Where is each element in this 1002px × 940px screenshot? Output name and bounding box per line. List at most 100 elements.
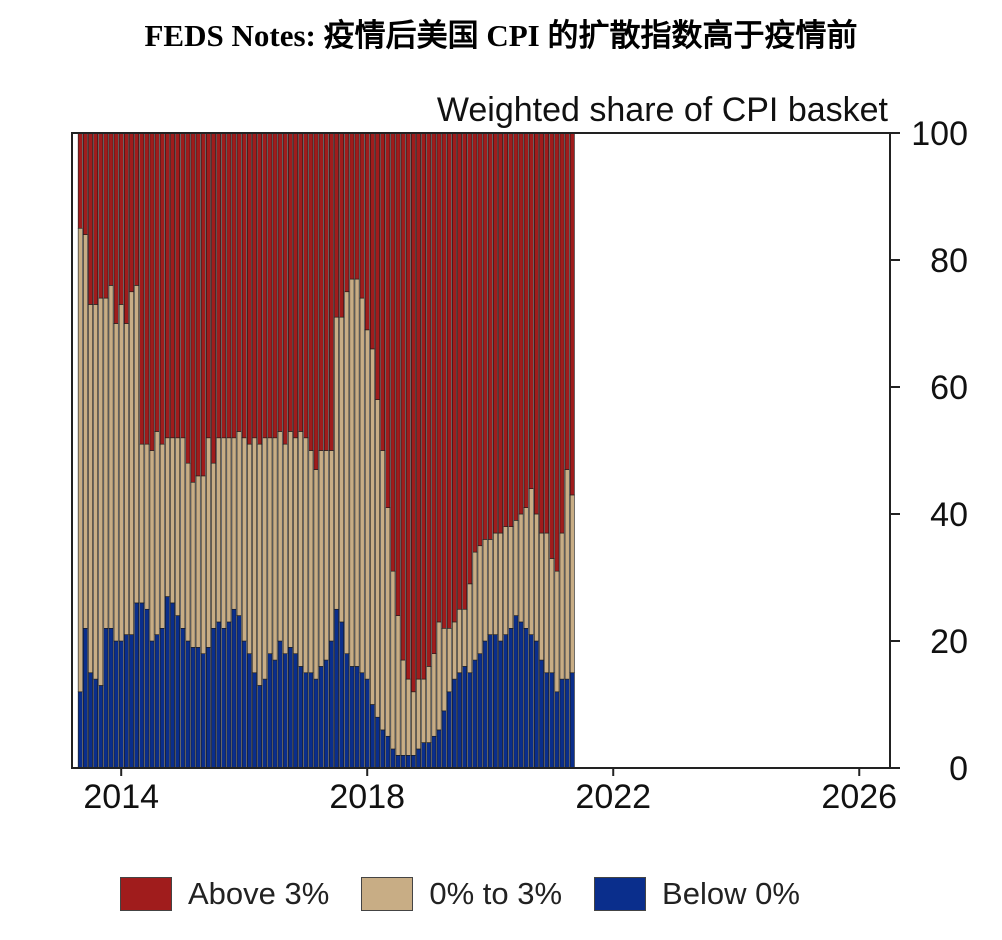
bar-above (170, 132, 175, 439)
bar-mid (328, 450, 334, 642)
bar-mid (436, 621, 442, 731)
bar-mid (518, 513, 524, 623)
bar-below (498, 640, 503, 769)
bar-mid (123, 323, 129, 635)
bar-above (513, 132, 519, 521)
bar-mid (190, 481, 196, 648)
bar-mid (318, 450, 324, 667)
bar-mid (252, 437, 257, 674)
bar-below (144, 608, 150, 769)
bar-above (98, 132, 104, 299)
bar-above (246, 132, 252, 445)
bar-above (159, 132, 165, 445)
bar-mid (226, 437, 232, 623)
bar-above (390, 132, 396, 572)
bar-mid (421, 678, 427, 743)
bar-below (98, 685, 104, 769)
bar-mid (103, 297, 109, 629)
bar-below (282, 653, 288, 769)
bar-mid (303, 437, 309, 674)
bar-below (134, 602, 140, 769)
bar-below (205, 647, 211, 769)
bar-mid (498, 532, 503, 642)
bar-mid (405, 678, 411, 756)
bar-mid (216, 437, 222, 623)
bar-above (252, 132, 257, 439)
bar-below (385, 735, 391, 769)
bar-below (257, 685, 263, 769)
bar-above (549, 132, 555, 559)
bar-mid (88, 304, 93, 674)
bar-mid (477, 545, 483, 654)
bar-above (569, 132, 575, 496)
bar-above (405, 132, 411, 680)
bar-mid (175, 437, 181, 616)
bar-below (236, 615, 242, 769)
bar-mid (416, 678, 421, 750)
bar-below (539, 659, 544, 769)
legend-item-below: Below 0% (594, 876, 800, 912)
bar-below (211, 627, 216, 769)
bar-below (400, 754, 406, 769)
bar-mid (313, 469, 319, 680)
bar-mid (426, 666, 432, 743)
bar-below (164, 596, 170, 769)
bar-above (457, 132, 462, 610)
bar-mid (139, 443, 145, 604)
bar-below (390, 748, 396, 769)
bar-above (380, 132, 386, 451)
bar-above (395, 132, 401, 616)
legend-swatch-mid (361, 877, 414, 911)
bar-above (313, 132, 319, 470)
bar-above (139, 132, 145, 445)
bar-mid (298, 431, 304, 667)
bar-mid (282, 443, 288, 654)
bar-mid (492, 532, 498, 635)
bar-mid (149, 450, 155, 642)
bar-above (93, 132, 99, 305)
bar-above (349, 132, 355, 280)
bar-mid (77, 227, 83, 693)
bar-below (369, 704, 375, 769)
bar-above (118, 132, 124, 305)
bar-above (462, 132, 468, 610)
bar-below (262, 678, 268, 769)
bar-below (482, 640, 488, 769)
plot-frame (71, 132, 891, 769)
bar-below (457, 672, 462, 769)
legend-swatch-below (594, 877, 647, 911)
bar-below (523, 627, 529, 769)
bar-below (323, 659, 329, 769)
bar-mid (564, 469, 570, 680)
bar-below (441, 710, 447, 769)
bar-above (533, 132, 539, 515)
bar-mid (354, 278, 360, 667)
bar-mid (262, 437, 268, 680)
bar-mid (129, 291, 134, 635)
bar-above (492, 132, 498, 534)
bar-above (134, 132, 140, 286)
bar-below (334, 608, 339, 769)
bar-mid (277, 431, 283, 642)
bar-above (364, 132, 370, 331)
bar-above (528, 132, 534, 489)
bar-below (528, 634, 534, 769)
bar-below (395, 754, 401, 769)
x-tick-label: 2022 (575, 778, 651, 816)
bar-above (334, 132, 339, 318)
bar-mid (272, 437, 278, 661)
bar-above (267, 132, 273, 439)
bar-below (308, 672, 314, 769)
bar-below (129, 634, 134, 769)
bar-below (77, 691, 83, 769)
bar-below (426, 742, 432, 769)
bar-below (272, 659, 278, 769)
bar-below (518, 621, 524, 769)
bar-above (518, 132, 524, 515)
legend-item-mid: 0% to 3% (361, 876, 562, 912)
bar-mid (241, 437, 247, 642)
bar-mid (98, 297, 104, 686)
bar-above (282, 132, 288, 445)
bar-mid (431, 653, 437, 737)
bar-above (508, 132, 514, 528)
